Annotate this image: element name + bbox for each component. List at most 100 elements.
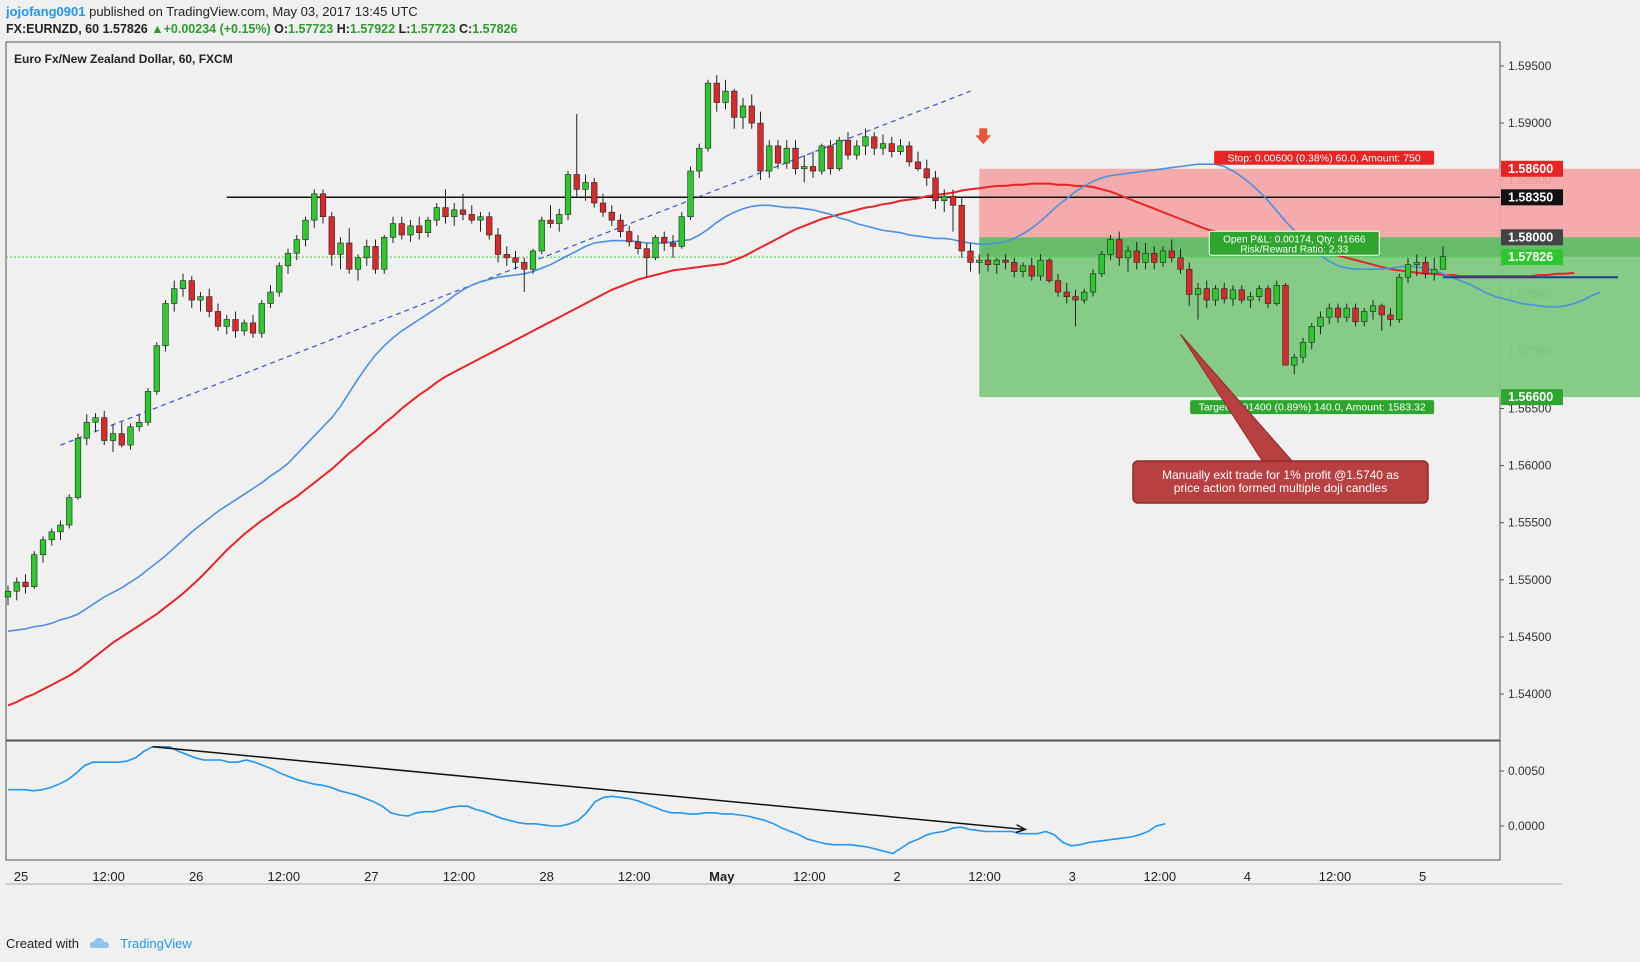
candle-body xyxy=(984,259,992,265)
candle-body xyxy=(687,170,694,218)
candle-body xyxy=(634,241,642,249)
oscillator-axis: 0.0050 0.0000 xyxy=(1500,764,1545,833)
stop-label: Stop: 0.00600 (0.38%) 60.0, Amount: 750 xyxy=(1228,152,1421,164)
high-value: 1.57922 xyxy=(349,22,396,36)
oscillator-pane-frame xyxy=(5,740,1501,861)
candle-body xyxy=(538,219,545,252)
time-tick-label: 12:00 xyxy=(268,869,301,884)
candle-body xyxy=(643,248,650,259)
footer: Created with TradingView xyxy=(6,936,192,951)
open-label: O: xyxy=(274,22,289,36)
target-label-box xyxy=(1190,400,1435,415)
candle-body xyxy=(626,231,633,243)
candle-body xyxy=(1203,288,1210,301)
candle-body xyxy=(1308,326,1315,343)
candle-body xyxy=(101,417,108,441)
candle-body xyxy=(494,234,502,255)
candle-body xyxy=(136,421,143,428)
candle-body xyxy=(1037,259,1044,277)
candle-body xyxy=(1378,305,1385,316)
candle-body xyxy=(389,223,397,238)
candle-body xyxy=(1431,268,1438,275)
time-tick-label: 4 xyxy=(1244,869,1251,884)
time-tick-label: 12:00 xyxy=(1144,869,1177,884)
divergence-arrowhead xyxy=(1015,824,1028,834)
candle-body xyxy=(844,139,852,156)
candle-body xyxy=(801,166,808,170)
candle-body xyxy=(459,209,467,215)
candle-body xyxy=(1116,239,1123,259)
author-link[interactable]: jojofang0901 xyxy=(6,4,86,19)
candle-body xyxy=(696,147,703,172)
candle-body xyxy=(486,216,493,236)
candle-body xyxy=(328,216,335,255)
candle-body xyxy=(267,291,274,304)
price-tag-label: 1.57826 xyxy=(1508,250,1553,264)
price-change: +0.00234 (+0.15%) xyxy=(163,22,271,36)
candle-body xyxy=(704,82,712,149)
candle-body xyxy=(1396,276,1403,320)
time-tick-label: 12:00 xyxy=(443,869,476,884)
candle-body xyxy=(774,145,782,164)
candle-body xyxy=(1361,311,1368,323)
candle-body xyxy=(451,209,458,218)
candle-body xyxy=(468,214,475,221)
candle-body xyxy=(906,145,913,163)
time-tick-label: 26 xyxy=(189,869,203,884)
candle-body xyxy=(337,242,344,255)
candle-body xyxy=(783,147,790,164)
callout-text-2: price action formed multiple doji candle… xyxy=(1174,481,1387,495)
candle-body xyxy=(818,145,825,172)
candle-body xyxy=(153,345,160,392)
candle-body xyxy=(608,211,615,221)
candle-body xyxy=(1098,254,1105,275)
candle-body xyxy=(556,214,563,224)
pnl-box xyxy=(1208,230,1380,256)
candle-body xyxy=(31,554,38,587)
candle-body xyxy=(582,182,589,190)
candle-body xyxy=(258,303,265,334)
pnl-label: Open P&L: 0.00174, Qty: 41666 xyxy=(1223,234,1366,245)
candle-body xyxy=(879,143,887,149)
close-label: C: xyxy=(459,22,473,36)
candle-body xyxy=(162,303,169,347)
publish-info: published on TradingView.com, May 03, 20… xyxy=(89,4,418,19)
price-tick-label: 1.54000 xyxy=(1508,687,1552,701)
chart-title: Euro Fx/New Zealand Dollar, 60, FXCM xyxy=(14,52,233,66)
candle-body xyxy=(1194,288,1202,295)
candle-body xyxy=(416,225,423,234)
callout-box xyxy=(1132,460,1429,504)
candle-body xyxy=(678,216,685,247)
candle-body xyxy=(311,193,318,221)
callout-text-1: Manually exit trade for 1% profit @1.574… xyxy=(1162,468,1399,482)
candle-body xyxy=(92,417,99,423)
price-tick-label: 1.54500 xyxy=(1508,630,1552,644)
candle-body xyxy=(888,143,895,152)
candle-body xyxy=(1081,291,1088,301)
time-tick-label: 12:00 xyxy=(793,869,826,884)
candle-body xyxy=(1028,265,1035,277)
candle-body xyxy=(652,236,659,259)
candle-body xyxy=(1299,342,1307,358)
candle-body xyxy=(381,236,388,270)
tradingview-link[interactable]: TradingView xyxy=(120,936,192,951)
candle-body xyxy=(1404,264,1412,278)
candle-body xyxy=(1343,307,1350,318)
candle-body xyxy=(1151,252,1158,263)
price-tag-label: 1.58600 xyxy=(1508,162,1553,176)
candle-body xyxy=(13,581,20,592)
price-tick-label: 1.56000 xyxy=(1508,459,1552,473)
price-tag-label: 1.58000 xyxy=(1508,230,1553,244)
candle-body xyxy=(118,433,125,446)
candle-body xyxy=(1439,256,1447,270)
publish-line: jojofang0901 published on TradingView.co… xyxy=(6,4,418,19)
divergence-trendline xyxy=(152,746,1026,831)
candle-body xyxy=(862,136,869,147)
candle-body xyxy=(39,539,47,555)
price-tag-box xyxy=(1501,249,1563,266)
candle-body xyxy=(1352,307,1359,323)
candle-body xyxy=(66,497,73,526)
candle-body xyxy=(1046,259,1053,281)
time-tick-label: 2 xyxy=(893,869,900,884)
